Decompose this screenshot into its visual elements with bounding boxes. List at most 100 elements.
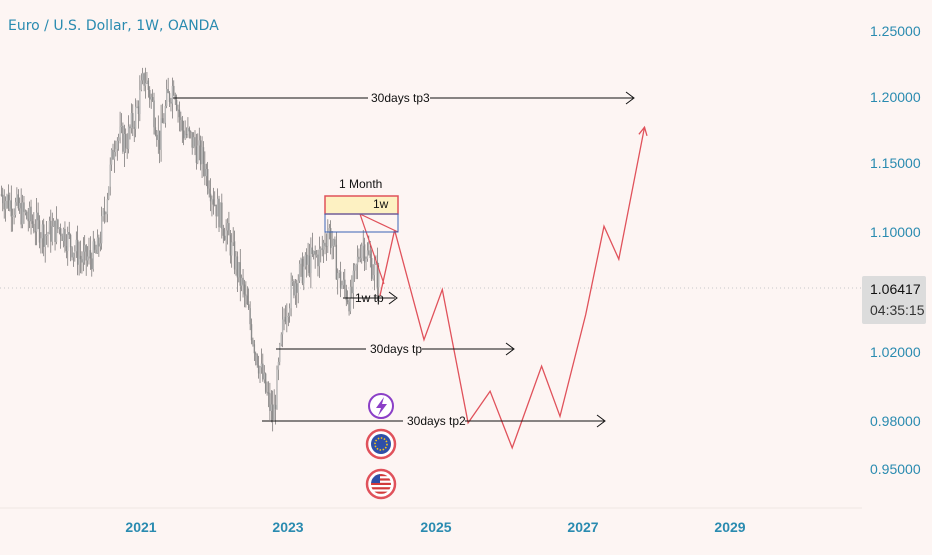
projection-path[interactable] bbox=[379, 127, 646, 450]
level-lines[interactable]: 30days tp3 30days tp 30days tp2 1w tp bbox=[173, 90, 635, 429]
candle-body bbox=[281, 319, 284, 335]
candle-body bbox=[305, 254, 308, 265]
candle-body bbox=[339, 271, 342, 289]
candle-body bbox=[160, 118, 162, 150]
candle-body bbox=[320, 248, 322, 250]
candle-body bbox=[82, 251, 85, 263]
us-flag-icon[interactable] bbox=[365, 468, 397, 500]
lightning-icon[interactable] bbox=[368, 393, 394, 419]
candle-body bbox=[163, 122, 165, 124]
candle-body bbox=[354, 265, 356, 271]
candle-body bbox=[198, 140, 200, 146]
candle-body bbox=[259, 367, 261, 374]
candle-body bbox=[81, 259, 83, 263]
candle-body bbox=[99, 243, 101, 247]
candle-body bbox=[91, 258, 93, 270]
candle-body bbox=[98, 237, 100, 247]
candle-body bbox=[27, 218, 29, 222]
candle-body bbox=[154, 127, 157, 135]
candle-body bbox=[293, 281, 295, 296]
candle-body bbox=[356, 256, 359, 265]
eu-flag-icon[interactable] bbox=[365, 428, 397, 460]
tp2-label: 30days tp2 bbox=[407, 414, 466, 428]
timeframe-boxes[interactable]: 1 Month 1w bbox=[324, 177, 399, 233]
candle-body bbox=[365, 258, 367, 263]
candle-body bbox=[71, 247, 73, 258]
candle-body bbox=[366, 250, 369, 259]
candle-body bbox=[41, 224, 44, 239]
candle-body bbox=[190, 131, 192, 133]
candle-body bbox=[262, 363, 264, 380]
candle-body bbox=[202, 147, 205, 164]
candle-body bbox=[167, 89, 169, 94]
candle-body bbox=[240, 277, 243, 286]
candle-body bbox=[65, 246, 68, 252]
candle-body bbox=[62, 228, 65, 242]
candle-body bbox=[47, 233, 49, 235]
candle-body bbox=[311, 247, 314, 255]
candle-body bbox=[199, 140, 202, 165]
candle-body bbox=[212, 199, 215, 205]
candle-body bbox=[332, 239, 335, 246]
candle-body bbox=[88, 250, 90, 257]
candle-body bbox=[207, 169, 209, 189]
candle-body bbox=[315, 254, 318, 256]
candle-body bbox=[151, 97, 154, 101]
candle-body bbox=[92, 241, 94, 270]
candle-body bbox=[43, 224, 45, 247]
y-tick-1-25: 1.25000 bbox=[870, 23, 921, 39]
candle-body bbox=[3, 203, 5, 210]
tp-label-bg bbox=[366, 341, 422, 357]
candle-body bbox=[60, 228, 62, 237]
candle-body bbox=[93, 241, 96, 250]
candle-body bbox=[236, 256, 239, 278]
candle-body bbox=[277, 361, 280, 370]
candle-body bbox=[9, 200, 11, 209]
candle-body bbox=[48, 220, 51, 234]
candle-body bbox=[4, 200, 7, 210]
candle-body bbox=[327, 232, 329, 247]
candle-body bbox=[136, 106, 138, 108]
candle-body bbox=[102, 210, 104, 217]
candle-body bbox=[61, 236, 63, 242]
y-tick-1-02: 1.02000 bbox=[870, 344, 921, 360]
candle-body bbox=[106, 199, 109, 215]
y-tick-0-95: 0.95000 bbox=[870, 461, 921, 477]
candle-body bbox=[355, 264, 357, 266]
event-icons[interactable] bbox=[365, 393, 397, 500]
candle-body bbox=[140, 80, 142, 90]
candle-body bbox=[284, 316, 287, 322]
candle-body bbox=[270, 404, 273, 411]
candle-body bbox=[208, 188, 210, 194]
candle-body bbox=[226, 223, 229, 231]
candle-body bbox=[164, 105, 167, 123]
candle-body bbox=[182, 130, 185, 139]
candle-body bbox=[225, 230, 227, 241]
candle-body bbox=[338, 271, 340, 274]
candle-body bbox=[174, 94, 176, 100]
candle-body bbox=[363, 244, 366, 263]
candle-body bbox=[248, 304, 250, 309]
candle-body bbox=[308, 255, 311, 273]
one-month-range-box[interactable] bbox=[324, 213, 399, 233]
candle-body bbox=[147, 80, 150, 90]
candle-body bbox=[214, 204, 216, 206]
candle-body bbox=[329, 228, 332, 248]
price-badge[interactable]: 1.06417 04:35:15 bbox=[862, 276, 926, 324]
candle-body bbox=[348, 302, 350, 312]
candle-body bbox=[123, 134, 126, 152]
candle-body bbox=[153, 100, 155, 128]
price-badge-bg bbox=[862, 276, 926, 324]
candle-body bbox=[232, 241, 234, 243]
candle-body bbox=[21, 202, 24, 225]
candle-body bbox=[122, 125, 124, 152]
candle-body bbox=[184, 134, 186, 139]
candle-body bbox=[34, 231, 36, 233]
tp3-label: 30days tp3 bbox=[371, 91, 430, 105]
candle-body bbox=[257, 365, 260, 374]
candle-body bbox=[11, 215, 14, 217]
candle-body bbox=[235, 256, 237, 270]
candle-body bbox=[216, 198, 219, 217]
y-tick-0-98: 0.98000 bbox=[870, 413, 921, 429]
